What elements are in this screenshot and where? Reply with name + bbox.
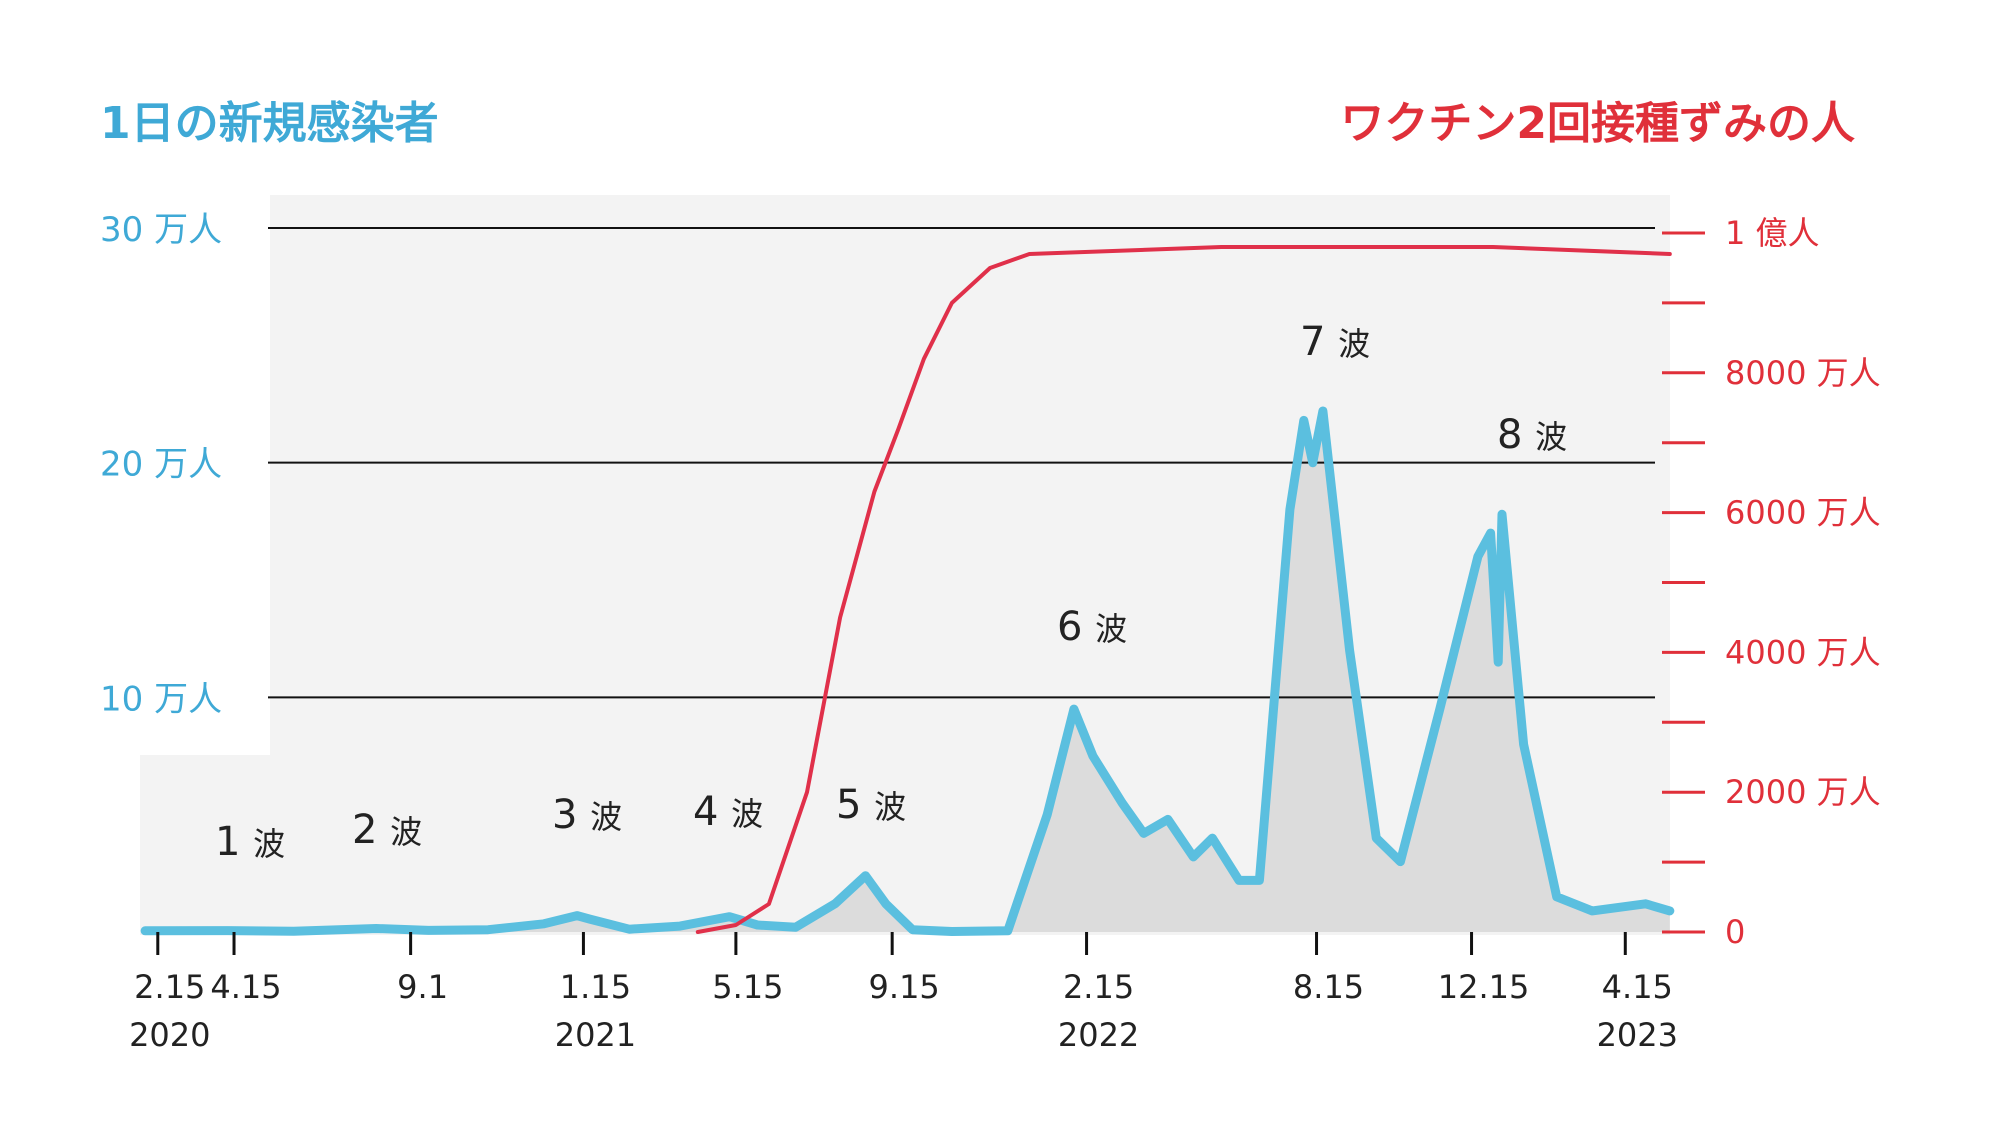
left-tick-label: 30 万人 [100,210,222,250]
x-year-label: 2021 [555,1016,636,1054]
right-axis-title: ワクチン2回接種ずみの人 [1340,98,1855,149]
right-tick-label: 8000 万人 [1725,354,1881,392]
left-axis-ticks: 10 万人 20 万人 30 万人 [100,210,222,719]
x-tick-label: 4.15 [1602,968,1673,1006]
x-year-label: 2023 [1597,1016,1678,1054]
gridlines [268,227,1655,699]
x-tick-label: 9.1 [397,968,448,1006]
wave-label: 7 波 [1300,319,1370,365]
wave-label: 3 波 [552,792,622,838]
wave-label: 5 波 [836,782,906,828]
right-axis: 0 2000 万人 4000 万人 6000 万人 8000 万人 1 億人 [1662,214,1881,951]
x-tick-label: 1.15 [560,968,631,1006]
x-tick-label: 8.15 [1293,968,1364,1006]
left-axis-title: 1日の新規感染者 [100,98,439,149]
right-tick-label: 4000 万人 [1725,633,1881,671]
wave-label: 1 波 [215,819,285,865]
x-year-label: 2022 [1058,1016,1139,1054]
right-tick-label: 0 [1725,913,1745,951]
right-tick-label: 6000 万人 [1725,494,1881,532]
infections-line [140,406,1675,936]
wave-label: 2 波 [352,807,422,853]
right-tick-label: 1 億人 [1725,214,1820,252]
x-tick-label: 4.15 [210,968,281,1006]
left-label-panel [95,195,270,755]
wave-label: 6 波 [1057,604,1127,650]
x-tick-label: 2.15 [1063,968,1134,1006]
wave-label: 8 波 [1497,412,1567,458]
left-tick-label: 10 万人 [100,679,222,719]
x-tick-label: 5.15 [712,968,783,1006]
x-year-label: 2020 [129,1016,210,1054]
right-tick-label: 2000 万人 [1725,773,1881,811]
left-tick-label: 20 万人 [100,445,222,485]
wave-label: 4 波 [693,789,763,835]
x-tick-label: 2.15 [134,968,205,1006]
x-tick-label: 9.15 [869,968,940,1006]
wave-labels: 1 波 2 波 3 波 4 波 5 波 6 波 7 波 8 波 [215,319,1567,865]
x-tick-label: 12.15 [1438,968,1530,1006]
vaccination-line [695,245,1672,934]
